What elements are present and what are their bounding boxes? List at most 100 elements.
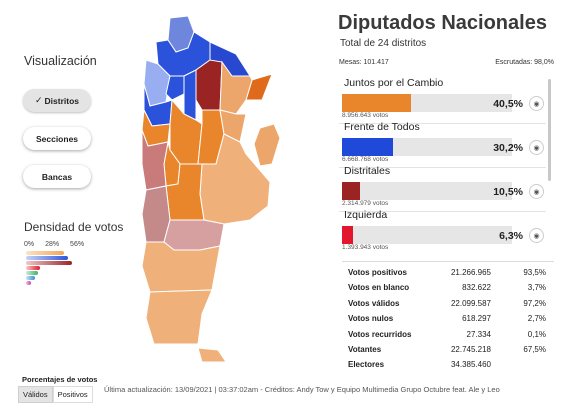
party-votes: 1.393.943 votos xyxy=(342,244,389,251)
province-santiago[interactable] xyxy=(183,69,197,121)
stat-row: Votos recurridos 27.334 0,1% xyxy=(348,330,546,345)
vote-stats-table: Votos positivos 21.266.965 93,5% Votos en … xyxy=(348,268,546,376)
party-bar xyxy=(342,94,411,112)
density-bar-green xyxy=(26,271,38,275)
stat-value: 618.297 xyxy=(462,314,491,324)
stat-pct: 2,7% xyxy=(527,314,546,324)
bancas-button[interactable]: Bancas xyxy=(23,165,91,188)
distritos-label: Distritos xyxy=(44,95,80,106)
tab-validos[interactable]: Válidos xyxy=(18,386,53,403)
visualization-title: Visualización xyxy=(24,54,97,68)
density-scale-mid: 28% xyxy=(45,241,60,248)
stat-value: 34.385.460 xyxy=(450,360,491,370)
bancas-label: Bancas xyxy=(41,171,73,182)
stat-value: 832.622 xyxy=(462,283,491,293)
party-list-scrollbar[interactable] xyxy=(548,79,551,181)
stat-pct: 0,1% xyxy=(527,329,546,339)
party-pct: 6,3% xyxy=(499,230,523,242)
distritos-button[interactable]: ✓ Distritos xyxy=(23,89,91,112)
stat-row: Electores 34.385.460 xyxy=(348,360,546,375)
divider xyxy=(339,167,546,168)
density-bar-magenta xyxy=(26,281,31,285)
stat-pct: 3,7% xyxy=(527,283,546,293)
islas-malvinas[interactable] xyxy=(253,123,281,167)
stat-value: 21.266.965 xyxy=(450,268,491,277)
stat-value: 27.334 xyxy=(466,329,491,339)
stat-label: Votantes xyxy=(348,344,382,354)
eye-icon[interactable]: ◉ xyxy=(529,228,544,243)
party-name: Distritales xyxy=(344,165,391,177)
province-mendoza[interactable] xyxy=(141,129,169,191)
stat-value: 22.745.218 xyxy=(450,344,491,354)
density-bar-blue xyxy=(26,256,68,260)
percentages-title: Porcentajes de votos xyxy=(22,375,98,384)
argentina-map[interactable] xyxy=(140,14,282,364)
party-bar xyxy=(342,226,353,244)
stat-label: Votos válidos xyxy=(348,298,400,308)
province-rio-negro[interactable] xyxy=(163,219,225,251)
party-pct: 40,5% xyxy=(493,98,523,110)
party-row-distritales[interactable]: Distritales 2.314.979 votos 10,5% ◉ xyxy=(339,165,546,212)
party-bar-track xyxy=(342,182,512,200)
party-pct: 10,5% xyxy=(493,186,523,198)
party-votes: 2.314.979 votos xyxy=(342,200,389,207)
province-tucuman[interactable] xyxy=(165,75,185,101)
province-chaco[interactable] xyxy=(195,59,223,111)
stat-value: 22.099.587 xyxy=(450,298,491,308)
stat-row: Votantes 22.745.218 67,5% xyxy=(348,345,546,360)
province-santa-cruz[interactable] xyxy=(145,289,213,345)
stat-label: Votos positivos xyxy=(348,268,407,277)
density-title: Densidad de votos xyxy=(24,220,124,234)
stat-pct: 97,2% xyxy=(523,298,546,308)
stat-label: Electores xyxy=(348,360,385,370)
update-credits: Última actualización: 13/09/2021 | 03:37… xyxy=(104,385,500,394)
party-bar xyxy=(342,182,360,200)
mesas-count: Mesas: 101.417 xyxy=(339,59,389,66)
party-pct: 30,2% xyxy=(493,142,523,154)
divider xyxy=(339,123,546,124)
page-subtitle: Total de 24 distritos xyxy=(340,38,427,49)
tab-positivos[interactable]: Positivos xyxy=(52,386,93,403)
stat-row: Votos en blanco 832.622 3,7% xyxy=(348,283,546,298)
party-bar-track xyxy=(342,94,512,112)
stat-row: Votos positivos 21.266.965 93,5% xyxy=(348,268,546,283)
party-name: Izquierda xyxy=(344,209,388,221)
stat-row: Votos nulos 618.297 2,7% xyxy=(348,314,546,329)
party-row-juntos[interactable]: Juntos por el Cambio 8.956.643 votos 40,… xyxy=(339,77,546,124)
density-bar-red xyxy=(26,266,40,270)
party-name: Frente de Todos xyxy=(344,121,420,133)
page-title: Diputados Nacionales xyxy=(338,12,547,34)
stat-label: Votos en blanco xyxy=(348,283,410,293)
density-bar-cyan xyxy=(26,276,35,280)
eye-icon[interactable]: ◉ xyxy=(529,184,544,199)
party-row-frente[interactable]: Frente de Todos 6.668.768 votos 30,2% ◉ xyxy=(339,121,546,168)
density-bar-darkred xyxy=(26,261,72,265)
province-entre-rios[interactable] xyxy=(219,109,247,143)
province-tierra-del-fuego[interactable] xyxy=(197,347,227,363)
eye-icon[interactable]: ◉ xyxy=(529,140,544,155)
density-scale-max: 56% xyxy=(70,241,85,248)
party-bar-track xyxy=(342,138,512,156)
stat-label: Votos recurridos xyxy=(348,329,412,339)
stat-row: Votos válidos 22.099.587 97,2% xyxy=(348,299,546,314)
eye-icon[interactable]: ◉ xyxy=(529,96,544,111)
density-scale: 0% 28% 56% xyxy=(24,241,93,248)
party-votes: 8.956.643 votos xyxy=(342,112,389,119)
party-name: Juntos por el Cambio xyxy=(344,77,444,89)
party-row-izquierda[interactable]: Izquierda 1.393.943 votos 6,3% ◉ xyxy=(339,209,546,251)
stat-pct: 67,5% xyxy=(523,344,546,354)
secciones-label: Secciones xyxy=(35,133,79,144)
density-scale-min: 0% xyxy=(24,241,35,248)
stat-label: Votos nulos xyxy=(348,314,394,324)
escrutadas-pct: Escrutadas: 98,0% xyxy=(495,59,554,66)
divider xyxy=(342,261,554,262)
divider xyxy=(339,211,546,212)
party-bar-track xyxy=(342,226,512,244)
secciones-button[interactable]: Secciones xyxy=(23,127,91,150)
party-bar xyxy=(342,138,393,156)
percentage-tabs: Válidos Positivos xyxy=(18,386,93,403)
province-chubut[interactable] xyxy=(141,241,221,293)
party-votes: 6.668.768 votos xyxy=(342,156,389,163)
density-bar-orange xyxy=(26,251,64,255)
check-icon: ✓ xyxy=(34,95,43,105)
